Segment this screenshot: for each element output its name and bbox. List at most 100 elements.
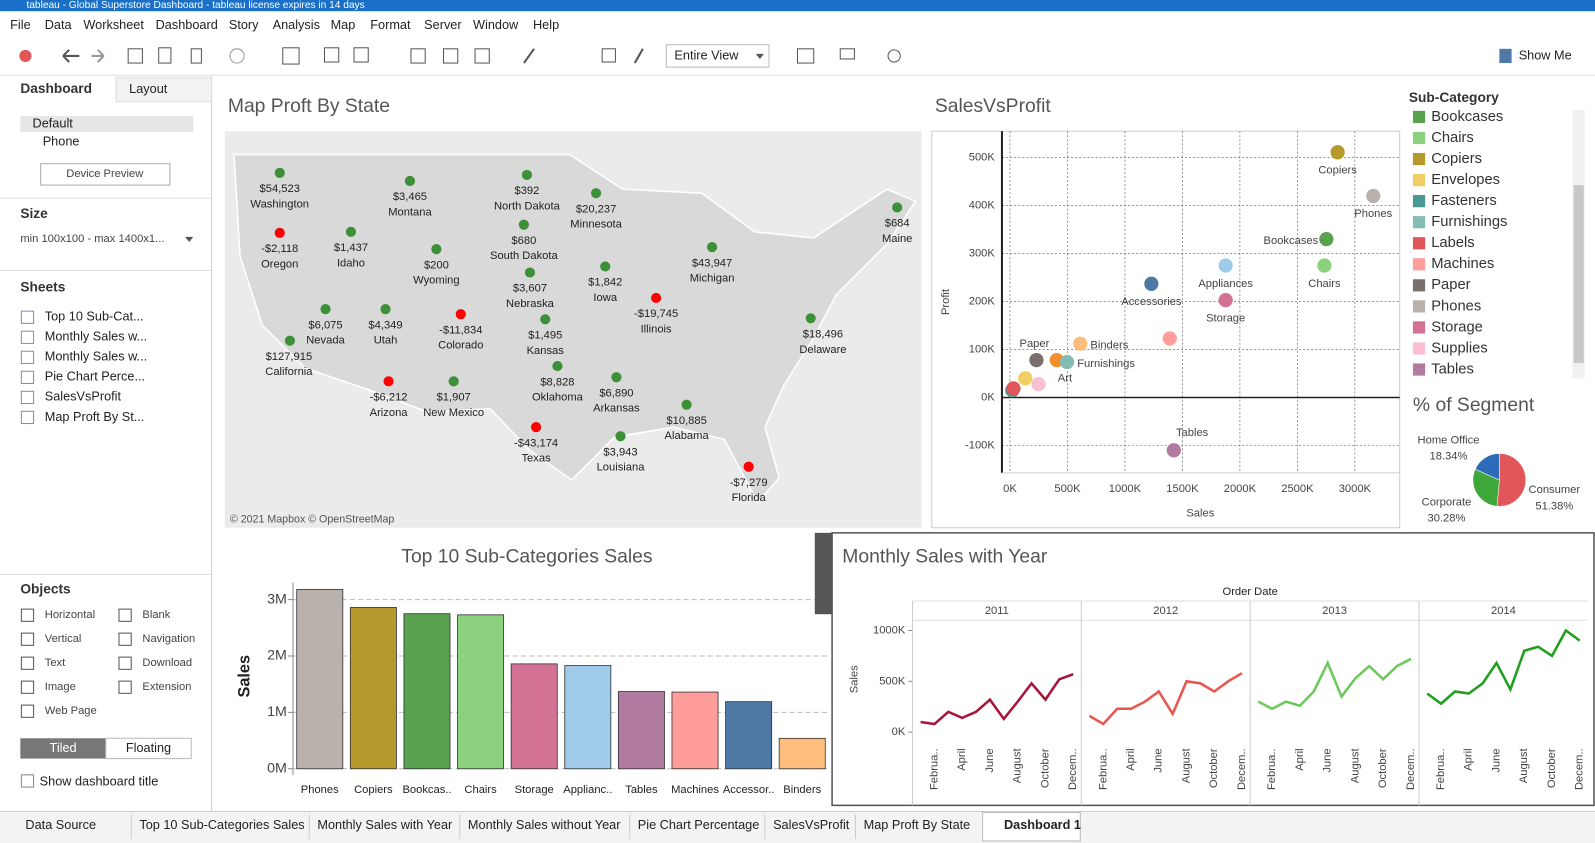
state-name: Utah [374,335,398,347]
menu-item[interactable]: Help [533,17,559,32]
floating-button[interactable] [105,737,192,760]
state-point [345,226,357,237]
label-icon[interactable] [601,48,616,63]
state-point [455,309,466,320]
sheet-tab[interactable]: Pie Chart Percentage [638,817,759,832]
sheet-item[interactable]: Top 10 Sub-Cat... [45,309,144,324]
pin-icon[interactable] [633,48,644,64]
object-item[interactable]: Navigation [142,633,195,645]
device[interactable]: Default [33,115,74,130]
legend-label[interactable]: Paper [1431,277,1470,293]
menu-item[interactable]: Window [473,17,519,32]
layout-tab-bg[interactable] [115,76,213,103]
menu-item[interactable]: Map [331,17,356,32]
object-item[interactable]: Horizontal [45,609,95,621]
legend-label[interactable]: Envelopes [1431,172,1500,188]
object-item[interactable]: Web Page [45,705,97,717]
redo-icon[interactable] [91,49,105,63]
legend-label[interactable]: Tables [1431,361,1474,377]
device-preview-button[interactable] [40,163,171,186]
legend-label[interactable]: Storage [1431,319,1483,335]
device[interactable]: Phone [43,134,80,149]
presentation-icon[interactable] [839,48,855,60]
sheet-item[interactable]: Pie Chart Perce... [45,369,145,384]
sheet-tab[interactable]: Top 10 Sub-Categories Sales [139,817,304,832]
sort-asc-icon[interactable] [442,48,459,64]
sheet-tab[interactable]: Monthly Sales with Year [317,817,453,832]
object-item[interactable]: Download [142,657,192,669]
object-item[interactable]: Extension [142,681,191,693]
legend-label[interactable]: Copiers [1431,151,1482,167]
sheet-tab[interactable]: Map Proft By State [864,817,971,832]
sheet-tab[interactable]: Dashboard 1 [1004,817,1081,832]
state-name: New Mexico [423,407,484,419]
swap-icon[interactable] [410,48,426,64]
state-value: -$6,212 [370,392,408,404]
sheet-tab[interactable]: SalesVsProfit [773,817,850,832]
menu-item[interactable]: Analysis [273,17,320,32]
dashboard-tab[interactable]: Dashboard [20,81,92,96]
scrollbar-thumb[interactable] [1573,185,1584,364]
menu-item[interactable]: Server [424,17,462,32]
y-tick-label: 0K [892,726,906,738]
state-name: Kansas [527,345,565,357]
checkbox[interactable] [20,774,35,788]
menu-item[interactable]: Story [229,17,259,32]
object-item[interactable]: Text [45,657,66,669]
state-value: $680 [511,235,536,247]
legend-label[interactable]: Chairs [1431,130,1474,146]
object-item[interactable]: Image [45,681,76,693]
object-icon [118,632,132,646]
fit-dropdown[interactable] [665,44,770,68]
duplicate-icon[interactable] [323,47,340,63]
state-name: South Dakota [490,250,558,262]
toolbar-icons [19,47,1512,65]
save-icon[interactable] [127,48,143,64]
menu-item[interactable]: Format [370,17,411,32]
sheet-item[interactable]: Monthly Sales w... [45,349,147,364]
sheet-item[interactable]: Monthly Sales w... [45,329,147,344]
refresh-icon[interactable] [229,48,245,64]
menu-item[interactable]: Worksheet [83,17,144,32]
size-value[interactable]: min 100x100 - max 1400x1... [20,233,164,245]
logo-icon[interactable] [19,49,32,63]
clear-icon[interactable] [353,47,369,63]
point [1166,443,1181,458]
sheet-icon [20,350,35,364]
x-tick-label: August [1012,748,1024,784]
layout-tab[interactable]: Layout [129,81,168,96]
highlight-icon[interactable] [523,48,535,64]
x-tick-label: Februa.. [1097,748,1109,790]
legend-label[interactable]: Phones [1431,298,1481,314]
undo-icon[interactable] [62,49,80,63]
sheet-item[interactable]: SalesVsProfit [45,389,122,404]
legend-label[interactable]: Supplies [1431,340,1488,356]
legend-label[interactable]: Machines [1431,256,1494,272]
sheet-item[interactable]: Map Proft By St... [45,409,145,424]
legend-label[interactable]: Fasteners [1431,193,1497,209]
menu-item[interactable]: Dashboard [156,17,218,32]
object-item[interactable]: Blank [142,609,170,621]
active-tab [982,811,1081,842]
tiled-button[interactable] [20,738,106,759]
new-sheet-icon[interactable] [282,47,300,65]
pause-icon[interactable] [190,48,202,64]
show-me[interactable]: Show Me [1519,47,1572,62]
sort-desc-icon[interactable] [474,48,490,64]
cards-icon[interactable] [796,48,815,64]
menu-item[interactable]: Data [45,17,73,32]
legend-label[interactable]: Labels [1431,235,1474,251]
share-icon[interactable] [887,49,901,63]
datasource-icon[interactable] [158,47,172,64]
sheet-tab[interactable]: Monthly Sales without Year [468,817,621,832]
sheet-tab[interactable]: Data Source [25,817,96,832]
legend-label[interactable]: Furnishings [1431,214,1507,230]
legend-label[interactable]: Bookcases [1431,109,1503,125]
x-tick-label: 2000K [1224,483,1257,495]
bar [671,691,719,770]
object-item[interactable]: Vertical [45,633,82,645]
point-label: Art [1058,372,1073,384]
show-me-icon[interactable] [1499,48,1512,64]
menu-item[interactable]: File [10,17,30,32]
state-point [892,202,903,213]
